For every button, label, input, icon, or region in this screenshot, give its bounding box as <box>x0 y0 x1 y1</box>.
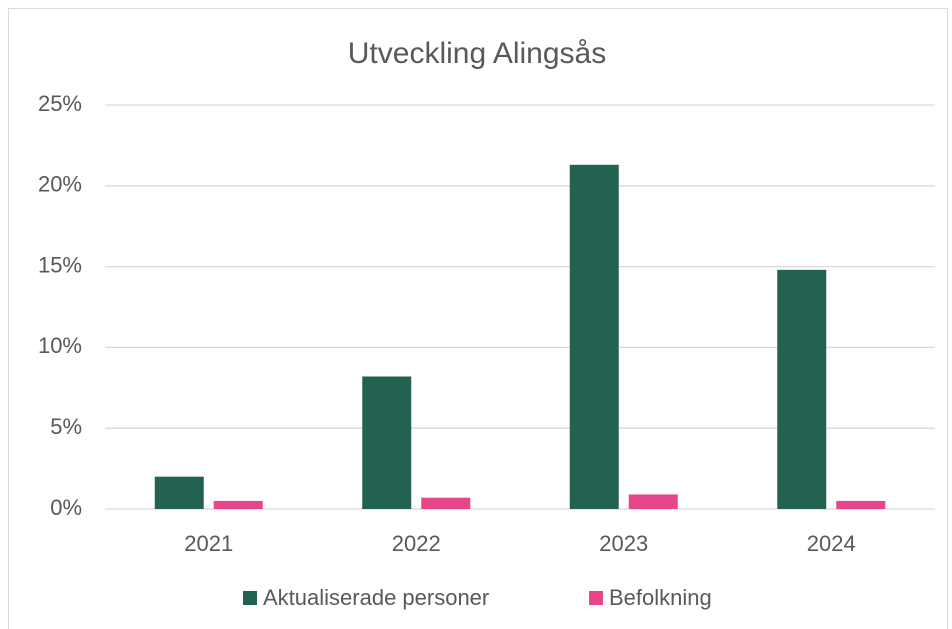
bar <box>628 494 678 509</box>
y-tick-label: 10% <box>38 333 82 358</box>
bar <box>569 164 619 510</box>
legend-swatch <box>589 591 603 605</box>
bar <box>362 376 412 509</box>
y-tick-label: 15% <box>38 252 82 277</box>
bar <box>777 269 827 509</box>
x-tick-label: 2023 <box>599 531 648 556</box>
legend-label: Aktualiserade personer <box>263 585 489 610</box>
x-tick-label: 2021 <box>184 531 233 556</box>
x-tick-label: 2024 <box>807 531 856 556</box>
y-tick-label: 0% <box>50 495 82 520</box>
bar <box>154 476 204 509</box>
x-tick-label: 2022 <box>392 531 441 556</box>
chart-title: Utveckling Alingsås <box>348 37 606 70</box>
bar <box>836 500 886 509</box>
y-tick-label: 5% <box>50 414 82 439</box>
legend-swatch <box>243 591 257 605</box>
bar <box>421 497 471 509</box>
y-tick-label: 20% <box>38 172 82 197</box>
y-tick-label: 25% <box>38 91 82 116</box>
legend-label: Befolkning <box>609 585 712 610</box>
bar <box>213 500 263 509</box>
